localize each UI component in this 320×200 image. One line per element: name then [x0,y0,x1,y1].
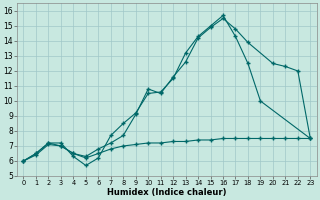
X-axis label: Humidex (Indice chaleur): Humidex (Indice chaleur) [107,188,227,197]
